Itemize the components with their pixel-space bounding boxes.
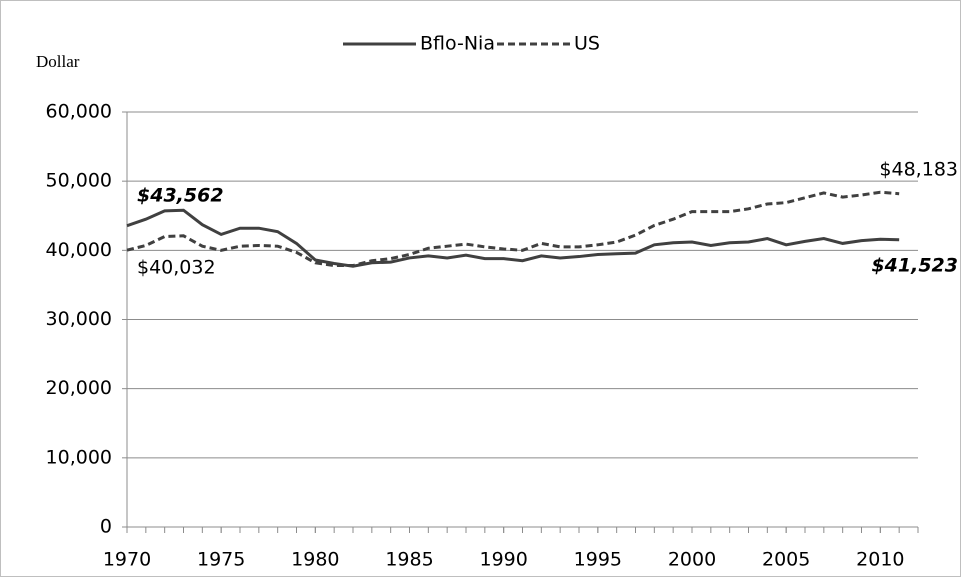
y-tick-label: 40,000 (46, 239, 112, 261)
legend-label: US (574, 33, 600, 55)
y-tick-label: 30,000 (46, 308, 112, 330)
y-tick-label: 50,000 (46, 170, 112, 192)
x-tick-label: 1990 (479, 549, 527, 571)
x-tick-label: 1970 (103, 549, 151, 571)
x-tick-label: 1995 (574, 549, 622, 571)
series-line (126, 208, 900, 268)
y-tick-label: 0 (100, 516, 112, 538)
series-line (126, 190, 900, 268)
legend-label: Bflo-Nia (420, 33, 495, 55)
annotation: $40,032 (137, 257, 216, 279)
x-tick-label: 1985 (385, 549, 433, 571)
x-tick-label: 2005 (762, 549, 810, 571)
annotation: $43,562 (137, 185, 224, 207)
y-tick-label: 10,000 (46, 446, 112, 468)
x-tick-label: 1975 (197, 549, 245, 571)
y-tick-label: 60,000 (46, 101, 112, 123)
annotation: $48,183 (879, 159, 958, 181)
y-tick-label: 20,000 (46, 377, 112, 399)
annotation: $41,523 (871, 255, 958, 277)
x-tick-label: 2010 (856, 549, 904, 571)
x-tick-label: 2000 (668, 549, 716, 571)
x-tick-label: 1980 (291, 549, 339, 571)
y-axis-label: Dollar (36, 52, 80, 71)
